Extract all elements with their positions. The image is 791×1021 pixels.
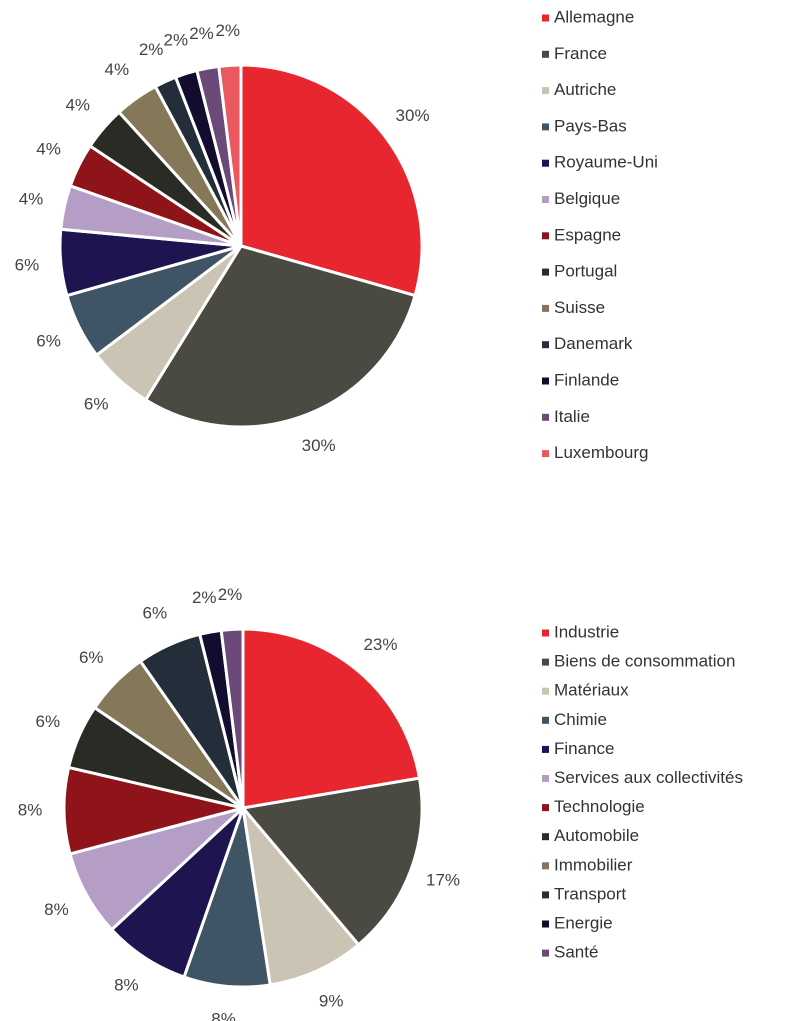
data-label: 4% bbox=[65, 96, 90, 115]
data-label: 8% bbox=[18, 801, 43, 820]
pie-slice bbox=[241, 806, 361, 987]
legend-label: Portugal bbox=[554, 262, 617, 281]
data-label: 2% bbox=[218, 585, 243, 604]
legend-marker bbox=[542, 87, 549, 95]
legend-marker bbox=[542, 196, 549, 203]
data-label: 30% bbox=[396, 106, 430, 125]
legend-marker bbox=[542, 775, 549, 782]
legend-label: Industrie bbox=[554, 622, 619, 641]
legend-label: Danemark bbox=[554, 334, 633, 353]
legend-marker bbox=[542, 687, 549, 695]
legend-marker bbox=[542, 804, 549, 812]
legend-label: Espagne bbox=[554, 225, 621, 244]
legend-label: Immobilier bbox=[554, 855, 633, 874]
data-label: 30% bbox=[302, 436, 336, 455]
legend-marker bbox=[542, 268, 549, 276]
legend-marker bbox=[542, 891, 549, 899]
pie-slice bbox=[217, 63, 243, 248]
legend-marker bbox=[542, 658, 549, 666]
data-label: 6% bbox=[15, 255, 40, 274]
legend-marker bbox=[542, 949, 549, 957]
legend-marker bbox=[542, 716, 549, 724]
legend-marker bbox=[542, 629, 549, 637]
legend-marker bbox=[542, 450, 549, 458]
legend-label: Energie bbox=[554, 913, 613, 932]
legend-label: Finlande bbox=[554, 370, 619, 389]
data-label: 8% bbox=[211, 1010, 236, 1021]
pie-slice bbox=[241, 627, 421, 810]
legend-label: Luxembourg bbox=[554, 443, 649, 462]
data-label: 23% bbox=[363, 635, 397, 654]
legend-label: Chimie bbox=[554, 710, 607, 729]
data-label: 4% bbox=[36, 140, 61, 159]
data-label: 2% bbox=[139, 40, 164, 59]
legend-marker bbox=[542, 123, 549, 131]
data-label: 6% bbox=[84, 394, 109, 413]
legend-label: Autriche bbox=[554, 80, 616, 99]
data-label: 6% bbox=[36, 712, 61, 731]
legend-label: Finance bbox=[554, 739, 614, 758]
legend-marker bbox=[542, 862, 549, 870]
legend-label: Services aux collectivités bbox=[554, 768, 743, 787]
legend-marker bbox=[542, 920, 549, 928]
legend-marker bbox=[542, 159, 549, 167]
data-label: 9% bbox=[319, 991, 344, 1010]
data-label: 6% bbox=[79, 648, 104, 667]
data-label: 2% bbox=[189, 24, 214, 43]
legend-label: France bbox=[554, 44, 607, 63]
legend-label: Technologie bbox=[554, 797, 645, 816]
data-label: 6% bbox=[36, 331, 61, 350]
pie-slice bbox=[241, 776, 424, 947]
legend-marker bbox=[542, 413, 549, 421]
data-label: 8% bbox=[114, 976, 139, 995]
legend-label: Automobile bbox=[554, 826, 639, 845]
legend-label: Belgique bbox=[554, 189, 620, 208]
legend-label: Pays-Bas bbox=[554, 116, 627, 135]
legend-marker bbox=[542, 232, 549, 240]
pie-slice bbox=[219, 627, 245, 810]
legend-marker bbox=[542, 745, 549, 753]
legend-marker bbox=[542, 833, 549, 841]
data-label: 2% bbox=[215, 21, 240, 40]
legend-marker bbox=[542, 50, 549, 58]
legend-label: Biens de consommation bbox=[554, 652, 735, 671]
pie-slice bbox=[239, 63, 424, 298]
data-label: 4% bbox=[19, 189, 44, 208]
data-label: 8% bbox=[44, 900, 69, 919]
data-label: 4% bbox=[104, 60, 129, 79]
legend-label: Italie bbox=[554, 407, 590, 426]
legend-label: Allemagne bbox=[554, 7, 634, 26]
legend-label: Transport bbox=[554, 884, 626, 903]
data-label: 2% bbox=[192, 588, 217, 607]
data-label: 6% bbox=[142, 604, 167, 623]
legend-marker bbox=[542, 341, 549, 349]
legend-marker bbox=[542, 14, 549, 22]
legend-label: Royaume-Uni bbox=[554, 153, 658, 172]
legend-marker bbox=[542, 377, 549, 385]
data-label: 2% bbox=[164, 31, 189, 50]
data-label: 17% bbox=[426, 871, 460, 890]
legend-label: Suisse bbox=[554, 298, 605, 317]
legend-label: Santé bbox=[554, 943, 598, 962]
legend-marker bbox=[542, 304, 549, 312]
legend-label: Matériaux bbox=[554, 681, 629, 700]
